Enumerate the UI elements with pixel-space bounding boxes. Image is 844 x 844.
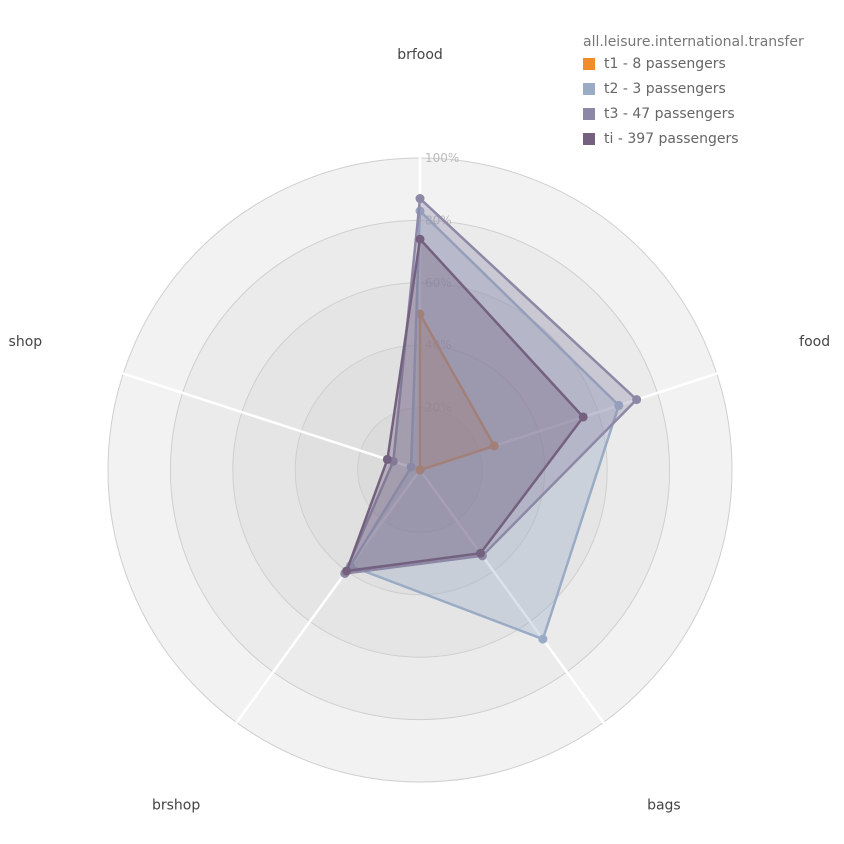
data-point	[415, 309, 425, 319]
legend-swatch	[583, 83, 595, 95]
radar-axis-labels: brfood food bags brshop shop	[9, 47, 831, 814]
legend-swatch	[583, 133, 595, 145]
axis-label-brshop: brshop	[152, 798, 200, 814]
legend-item: t2 - 3 passengers	[583, 81, 726, 97]
radar-tick-label: 60%	[425, 276, 452, 290]
radar-series-layer	[340, 194, 642, 644]
data-point	[538, 634, 548, 644]
data-point	[614, 400, 624, 410]
series-area	[418, 312, 496, 472]
data-point	[415, 465, 425, 475]
legend-item: t3 - 47 passengers	[583, 106, 735, 122]
data-point	[415, 194, 425, 204]
legend-swatch	[583, 108, 595, 120]
radar-tick-label: 100%	[425, 151, 459, 165]
series-area	[345, 237, 585, 573]
legend-item: t1 - 8 passengers	[583, 56, 726, 72]
legend-title: all.leisure.international.transfer	[583, 34, 804, 50]
radar-spoke-brshop	[230, 469, 422, 731]
data-point	[342, 566, 352, 576]
series-area	[349, 209, 621, 641]
legend: all.leisure.international.transfer t1 - …	[583, 34, 804, 147]
data-point	[476, 548, 486, 558]
legend-item: ti - 397 passengers	[583, 131, 739, 147]
legend-items: t1 - 8 passengers t2 - 3 passengers t3 - 4…	[583, 56, 739, 147]
radar-spoke-shop	[113, 369, 421, 472]
legend-label: ti - 397 passengers	[604, 131, 739, 147]
legend-swatch	[583, 58, 595, 70]
legend-label: t2 - 3 passengers	[604, 81, 726, 97]
axis-label-shop: shop	[9, 334, 43, 350]
series-2	[340, 194, 642, 578]
axis-label-bags: bags	[647, 798, 681, 814]
legend-label: t3 - 47 passengers	[604, 106, 735, 122]
legend-label: t1 - 8 passengers	[604, 56, 726, 72]
radar-spoke-bags	[418, 469, 610, 731]
series-3	[342, 234, 588, 576]
radar-tick-label: 20%	[425, 401, 452, 415]
series-area	[343, 197, 638, 575]
data-point	[415, 234, 425, 244]
axis-label-brfood: brfood	[397, 47, 443, 63]
data-point	[489, 441, 499, 451]
data-point	[632, 395, 642, 405]
data-point	[406, 462, 416, 472]
data-point	[578, 412, 588, 422]
data-point	[382, 454, 392, 464]
series-0	[415, 309, 499, 475]
axis-label-food: food	[799, 334, 830, 350]
